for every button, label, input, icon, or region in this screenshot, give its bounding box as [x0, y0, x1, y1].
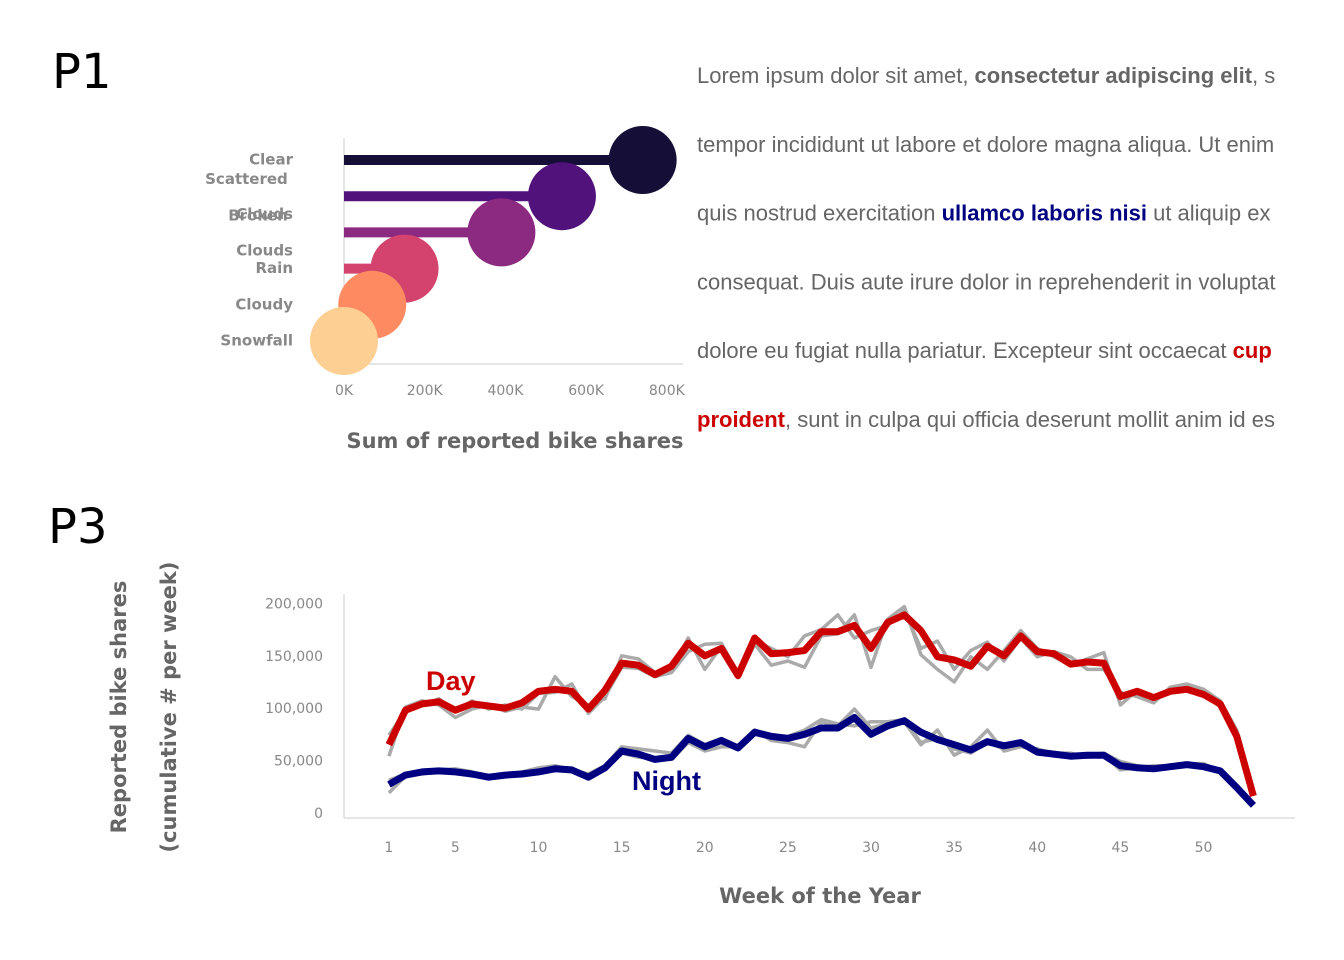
paragraph-line: tempor incididunt ut labore et dolore ma…: [697, 132, 1274, 157]
x-tick-label: 40: [1028, 840, 1046, 856]
y-tick-label: 150,000: [265, 649, 323, 665]
y-tick-label: 100,000: [265, 701, 323, 717]
lollipop-head: [527, 162, 596, 231]
category-label: Snowfall: [220, 332, 293, 350]
x-tick-label: 800K: [649, 383, 686, 399]
text-run: dolore eu fugiat nulla pariatur. Excepte…: [697, 338, 1233, 363]
x-tick-label: 15: [613, 840, 631, 856]
y-axis-label: Reported bike shares: [107, 581, 131, 834]
reference-line: [387, 707, 1255, 807]
text-run: cup: [1233, 338, 1272, 363]
y-tick-label: 0: [314, 806, 323, 822]
text-run: Lorem ipsum dolor sit amet,: [697, 63, 975, 88]
x-axis-label: Sum of reported bike shares: [346, 429, 683, 453]
series-line: [385, 611, 1257, 797]
paragraph-line: proident, sunt in culpa qui officia dese…: [697, 407, 1275, 432]
x-tick-label: 20: [696, 840, 714, 856]
x-tick-label: 5: [451, 840, 460, 856]
panel-label: P3: [48, 499, 107, 555]
x-tick-label: 0K: [335, 383, 354, 399]
text-run: ut aliquip ex: [1147, 200, 1271, 225]
panel-label: P1: [52, 44, 111, 100]
lollipop-head: [608, 126, 677, 194]
x-axis-label: Week of the Year: [719, 884, 921, 908]
y-tick-label: 200,000: [265, 596, 323, 612]
text-run: , sunt in culpa qui officia deserunt mol…: [785, 407, 1275, 432]
series-label: Day: [426, 666, 476, 696]
category-label: Scattered Clouds: [205, 170, 293, 223]
paragraph-line: consequat. Duis aute irure dolor in repr…: [697, 269, 1275, 294]
x-tick-label: 400K: [487, 383, 524, 399]
x-tick-label: 600K: [568, 383, 605, 399]
paragraph-line: Lorem ipsum dolor sit amet, consectetur …: [697, 63, 1275, 88]
lollipop-head: [310, 307, 378, 375]
text-run: proident: [697, 407, 786, 432]
x-tick-label: 200K: [407, 383, 444, 399]
paragraph-line: dolore eu fugiat nulla pariatur. Excepte…: [697, 338, 1272, 363]
text-run: tempor incididunt ut labore et dolore ma…: [697, 132, 1274, 157]
x-tick-label: 30: [862, 840, 880, 856]
category-label: Broken Clouds: [228, 206, 293, 259]
text-run: consectetur adipiscing elit: [975, 63, 1253, 88]
text-run: consequat. Duis aute irure dolor in repr…: [697, 269, 1275, 294]
x-tick-label: 25: [779, 840, 797, 856]
x-tick-label: 35: [945, 840, 963, 856]
reference-line: [388, 717, 1255, 805]
lollipop-head: [467, 198, 536, 267]
paragraph-line: quis nostrud exercitation ullamco labori…: [697, 200, 1271, 225]
y-tick-label: 50,000: [274, 753, 323, 769]
series-label: Night: [632, 766, 701, 796]
category-label: Rain: [256, 259, 294, 277]
y-axis-label: (cumulative # per week): [157, 562, 181, 853]
text-run: ullamco laboris nisi: [942, 200, 1147, 225]
text-run: , s: [1252, 63, 1275, 88]
category-label: Clear: [249, 151, 293, 169]
x-tick-label: 50: [1195, 840, 1213, 856]
category-label: Cloudy: [235, 295, 293, 313]
series-line: [387, 714, 1256, 808]
x-tick-label: 1: [384, 840, 393, 856]
x-tick-label: 45: [1112, 840, 1130, 856]
x-tick-label: 10: [530, 840, 548, 856]
text-run: quis nostrud exercitation: [697, 200, 942, 225]
